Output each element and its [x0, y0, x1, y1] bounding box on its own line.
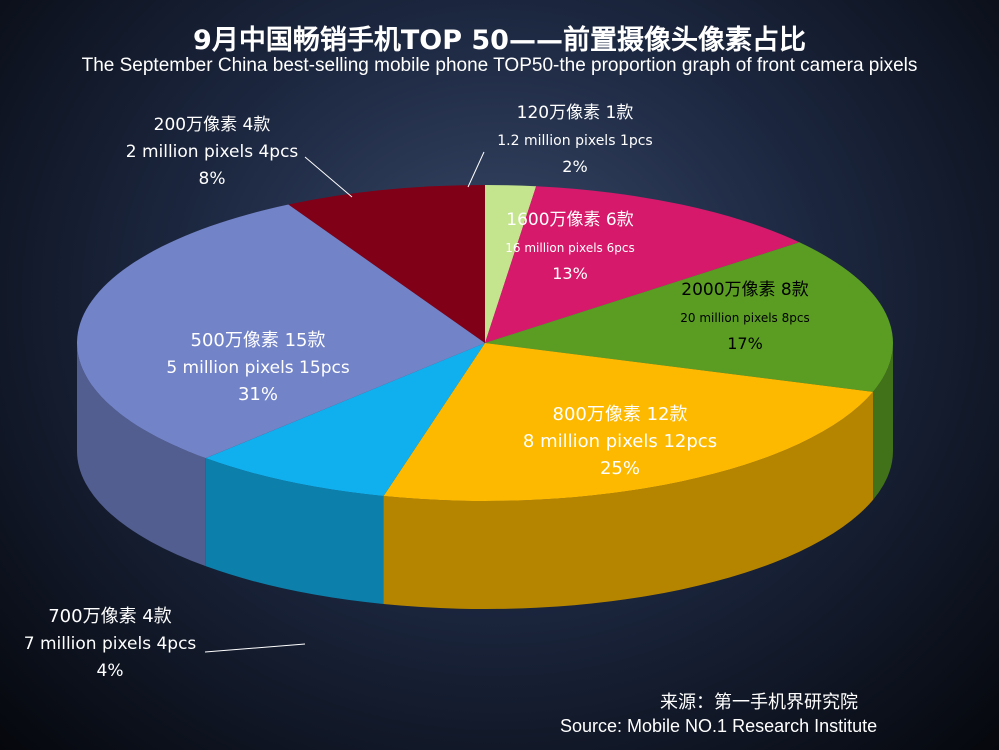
slice-label-cn-1: 1600万像素 6款	[506, 210, 633, 230]
slice-percent-6: 8%	[199, 169, 226, 189]
slice-label-en-1: 16 million pixels 6pcs	[505, 241, 634, 255]
leader-line-4	[204, 643, 306, 653]
source-cn: 来源：第一手机界研究院	[660, 692, 858, 712]
slice-label-cn-5: 500万像素 15款	[191, 330, 326, 351]
pie-top	[76, 185, 893, 502]
pie-side-5	[77, 343, 206, 567]
slice-label-cn-6: 200万像素 4款	[154, 115, 271, 135]
pie-slice-2	[485, 242, 893, 392]
slice-label-en-0: 1.2 million pixels 1pcs	[497, 133, 652, 149]
slice-label-cn-2: 2000万像素 8款	[681, 280, 808, 300]
chart-title: 9月中国畅销手机TOP 50——前置摄像头像素占比	[193, 25, 806, 56]
leader-line-6	[304, 156, 353, 198]
slice-percent-0: 2%	[562, 157, 587, 176]
pie-side-walls	[77, 343, 893, 609]
pie-slice-6	[288, 185, 485, 343]
slice-label-en-6: 2 million pixels 4pcs	[126, 142, 299, 162]
pie-side-2	[873, 343, 893, 500]
source-en: Source: Mobile NO.1 Research Institute	[560, 716, 878, 736]
slice-label-en-2: 20 million pixels 8pcs	[680, 311, 809, 325]
slice-label-en-3: 8 million pixels 12pcs	[523, 431, 717, 452]
source-note: 来源：第一手机界研究院 Source: Mobile NO.1 Research…	[560, 690, 877, 738]
pie-slice-4	[205, 343, 486, 497]
slice-label-cn-0: 120万像素 1款	[517, 103, 634, 123]
slice-label-cn-3: 800万像素 12款	[553, 404, 688, 425]
pie-slice-1	[485, 186, 800, 343]
slice-percent-1: 13%	[552, 264, 588, 283]
leader-line-0	[467, 151, 485, 188]
pie-side-4	[205, 458, 384, 605]
slice-percent-3: 25%	[600, 458, 640, 479]
slice-label-en-4: 7 million pixels 4pcs	[24, 634, 197, 654]
pie-slice-5	[76, 204, 486, 459]
slice-percent-4: 4%	[97, 661, 124, 681]
chart-subtitle: The September China best-selling mobile …	[81, 55, 918, 76]
slice-label-cn-4: 700万像素 4款	[48, 606, 172, 627]
slice-label-en-5: 5 million pixels 15pcs	[166, 358, 350, 378]
slice-percent-5: 31%	[238, 384, 278, 405]
pie-side-3	[383, 391, 874, 609]
pie-slice-0	[485, 185, 537, 343]
pie-slice-3	[383, 343, 874, 502]
slice-percent-2: 17%	[727, 334, 763, 353]
pie-labels: 120万像素 1款 1.2 million pixels 1pcs 2% 1600万像…	[24, 103, 810, 681]
